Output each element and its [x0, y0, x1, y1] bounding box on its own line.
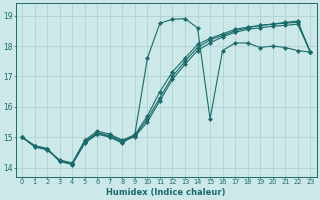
- X-axis label: Humidex (Indice chaleur): Humidex (Indice chaleur): [107, 188, 226, 197]
